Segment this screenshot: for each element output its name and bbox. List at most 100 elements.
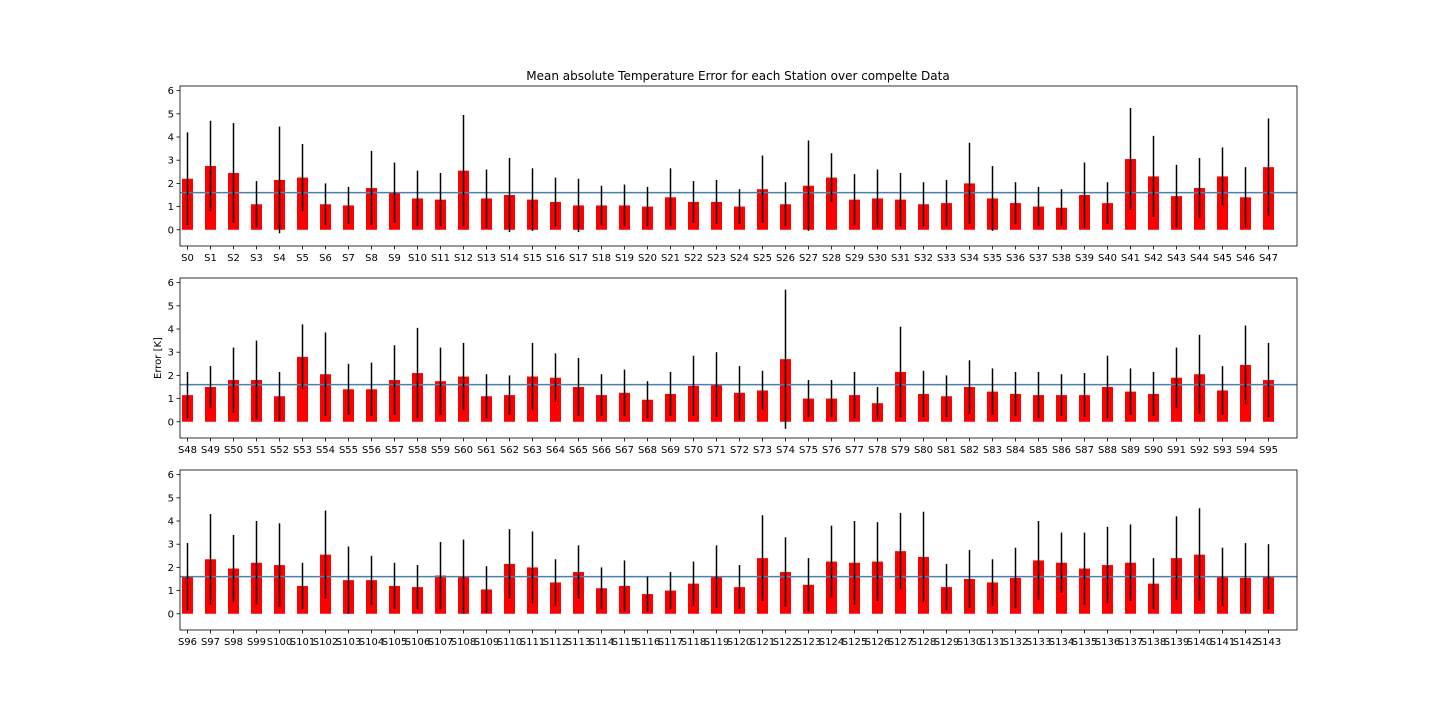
x-tick-label: S1 — [204, 253, 217, 264]
y-tick-label: 6 — [168, 470, 174, 481]
x-tick-label: S71 — [707, 445, 726, 456]
x-tick-label: S133 — [1026, 637, 1051, 648]
x-tick-label: S111 — [520, 637, 545, 648]
x-tick-label: S110 — [497, 637, 522, 648]
x-tick-label: S94 — [1236, 445, 1255, 456]
x-tick-label: S98 — [224, 637, 243, 648]
x-tick-label: S68 — [638, 445, 657, 456]
x-tick-label: S126 — [865, 637, 890, 648]
x-tick-label: S34 — [960, 253, 979, 264]
x-tick-label: S79 — [891, 445, 910, 456]
y-tick-label: 5 — [168, 493, 174, 504]
x-tick-label: S139 — [1164, 637, 1189, 648]
x-tick-label: S134 — [1049, 637, 1074, 648]
x-tick-label: S97 — [201, 637, 220, 648]
x-tick-label: S29 — [845, 253, 864, 264]
y-tick-label: 0 — [168, 225, 174, 236]
x-tick-label: S95 — [1259, 445, 1278, 456]
x-tick-label: S37 — [1029, 253, 1048, 264]
x-tick-label: S143 — [1256, 637, 1281, 648]
x-tick-label: S72 — [730, 445, 749, 456]
x-tick-label: S36 — [1006, 253, 1025, 264]
x-tick-label: S132 — [1003, 637, 1028, 648]
y-tick-label: 3 — [168, 156, 174, 167]
x-tick-label: S123 — [796, 637, 821, 648]
x-tick-label: S51 — [247, 445, 266, 456]
x-tick-label: S88 — [1098, 445, 1117, 456]
y-tick-label: 2 — [168, 371, 174, 382]
subplot-middle: 0 1 2 3 4 5 6 S48 S49 S50 S51 S52 S53 S54 S55 S56 S57 S58… — [168, 277, 1298, 456]
x-tick-label: S13 — [477, 253, 496, 264]
x-tick-label: S28 — [822, 253, 841, 264]
x-tick-label: S117 — [658, 637, 683, 648]
x-tick-label: S59 — [431, 445, 450, 456]
x-tick-label: S136 — [1095, 637, 1120, 648]
x-tick-label: S31 — [891, 253, 910, 264]
x-tick-label: S83 — [983, 445, 1002, 456]
x-tick-label: S130 — [957, 637, 982, 648]
x-tick-label: S140 — [1187, 637, 1212, 648]
x-tick-label: S57 — [385, 445, 404, 456]
x-tick-label: S112 — [543, 637, 568, 648]
x-tick-label: S77 — [845, 445, 864, 456]
x-tick-label: S67 — [615, 445, 634, 456]
x-tick-label: S45 — [1213, 253, 1232, 264]
x-tick-label: S115 — [612, 637, 637, 648]
x-tick-label: S5 — [296, 253, 309, 264]
x-tick-label: S128 — [911, 637, 936, 648]
x-tick-label: S16 — [546, 253, 565, 264]
x-tick-label: S20 — [638, 253, 657, 264]
x-tick-label: S52 — [270, 445, 289, 456]
x-tick-label: S104 — [359, 637, 384, 648]
x-tick-label: S142 — [1233, 637, 1258, 648]
x-tick-label: S82 — [960, 445, 979, 456]
x-tick-label: S7 — [342, 253, 355, 264]
x-tick-label: S124 — [819, 637, 844, 648]
x-tick-label: S12 — [454, 253, 473, 264]
y-tick-label: 3 — [168, 348, 174, 359]
x-tick-label: S107 — [428, 637, 453, 648]
x-tick-label: S27 — [799, 253, 818, 264]
y-tick-label: 0 — [168, 609, 174, 620]
x-tick-label: S89 — [1121, 445, 1140, 456]
x-tick-label: S90 — [1144, 445, 1163, 456]
y-tick-label: 4 — [168, 517, 174, 528]
x-tick-label: S125 — [842, 637, 867, 648]
x-tick-label: S23 — [707, 253, 726, 264]
x-tick-label: S70 — [684, 445, 703, 456]
x-tick-label: S73 — [753, 445, 772, 456]
x-tick-label: S131 — [980, 637, 1005, 648]
x-tick-label: S22 — [684, 253, 703, 264]
y-tick-label: 6 — [168, 278, 174, 289]
x-tick-label: S33 — [937, 253, 956, 264]
y-tick-label: 1 — [168, 586, 174, 597]
x-tick-label: S11 — [431, 253, 450, 264]
x-tick-label: S6 — [319, 253, 332, 264]
x-tick-label: S86 — [1052, 445, 1071, 456]
x-tick-label: S54 — [316, 445, 335, 456]
y-tick-label: 3 — [168, 540, 174, 551]
y-tick-label: 0 — [168, 417, 174, 428]
x-tick-label: S78 — [868, 445, 887, 456]
x-tick-label: S141 — [1210, 637, 1235, 648]
x-tick-label: S81 — [937, 445, 956, 456]
x-tick-label: S4 — [273, 253, 286, 264]
y-tick-label: 2 — [168, 179, 174, 190]
x-tick-label: S10 — [408, 253, 427, 264]
x-tick-label: S25 — [753, 253, 772, 264]
x-tick-label: S42 — [1144, 253, 1163, 264]
x-tick-label: S129 — [934, 637, 959, 648]
x-tick-label: S61 — [477, 445, 496, 456]
x-tick-label: S102 — [313, 637, 338, 648]
x-tick-label: S3 — [250, 253, 263, 264]
x-tick-label: S101 — [290, 637, 315, 648]
y-tick-label: 5 — [168, 109, 174, 120]
x-tick-label: S84 — [1006, 445, 1025, 456]
x-tick-label: S113 — [566, 637, 591, 648]
x-tick-label: S39 — [1075, 253, 1094, 264]
x-tick-label: S46 — [1236, 253, 1255, 264]
x-tick-label: S24 — [730, 253, 749, 264]
x-tick-label: S118 — [681, 637, 706, 648]
x-tick-label: S87 — [1075, 445, 1094, 456]
